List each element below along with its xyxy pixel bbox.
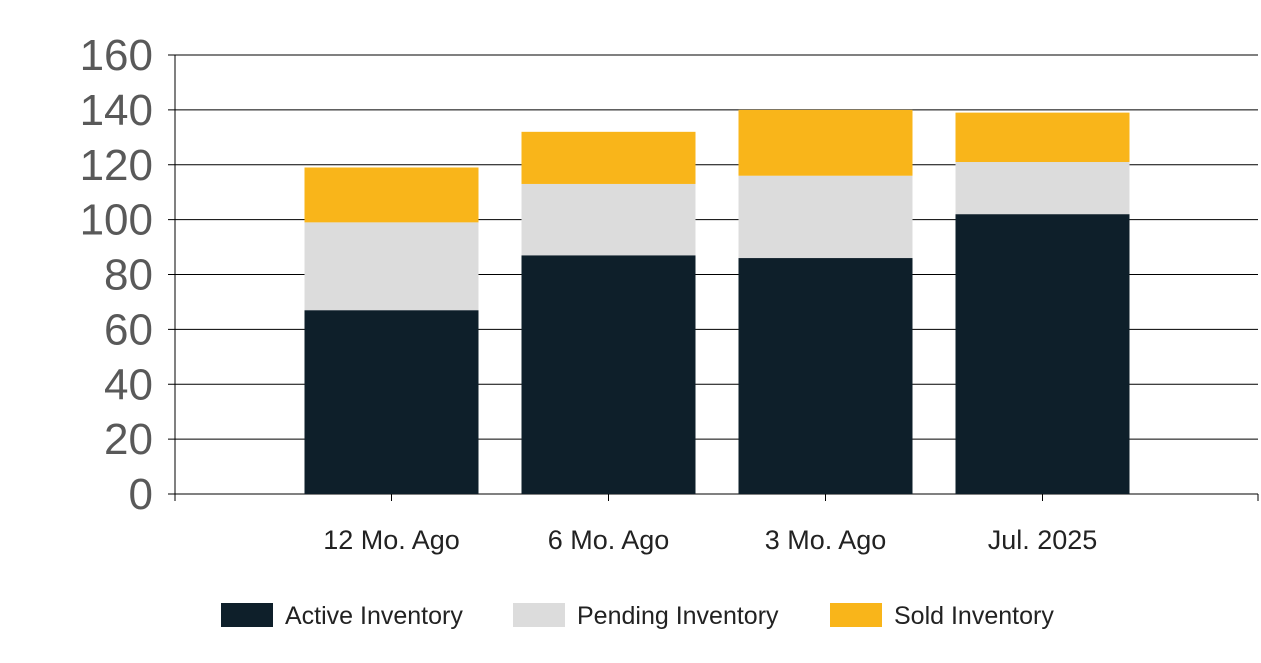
y-tick-label: 40 xyxy=(104,360,153,409)
tick-labels: 0 20 40 60 80 100 120 140 160 12 Mo. Ago 6 Mo. Ago… xyxy=(80,31,1098,555)
legend-swatch xyxy=(221,603,273,627)
bar-active-inventory xyxy=(304,310,479,494)
bar-pending-inventory xyxy=(955,162,1130,215)
bars xyxy=(304,109,1130,494)
x-tick-label: 12 Mo. Ago xyxy=(323,525,460,555)
bar-active-inventory xyxy=(955,214,1130,494)
bar-active-inventory xyxy=(738,258,913,494)
bar-sold-inventory xyxy=(955,112,1130,163)
legend-label: Pending Inventory xyxy=(577,602,779,630)
bar-pending-inventory xyxy=(738,175,913,259)
legend-label: Sold Inventory xyxy=(894,602,1054,630)
y-tick-label: 160 xyxy=(80,31,153,80)
bar-active-inventory xyxy=(521,255,696,494)
x-tick-label: 3 Mo. Ago xyxy=(765,525,887,555)
y-tick-label: 140 xyxy=(80,86,153,135)
legend-swatch xyxy=(513,603,565,627)
legend-label: Active Inventory xyxy=(285,602,463,630)
bar-sold-inventory xyxy=(304,167,479,223)
legend: Active Inventory Pending Inventory Sold In… xyxy=(221,602,1054,630)
y-tick-label: 60 xyxy=(104,305,153,354)
bar-sold-inventory xyxy=(738,109,913,176)
legend-swatch xyxy=(830,603,882,627)
y-tick-label: 20 xyxy=(104,415,153,464)
y-tick-label: 120 xyxy=(80,141,153,190)
y-tick-label: 100 xyxy=(80,196,153,245)
x-tick-label: Jul. 2025 xyxy=(988,525,1098,555)
bar-sold-inventory xyxy=(521,131,696,184)
axes xyxy=(174,55,1259,501)
bar-pending-inventory xyxy=(521,183,696,256)
x-tick-label: 6 Mo. Ago xyxy=(548,525,670,555)
y-tick-label: 0 xyxy=(129,470,153,519)
y-tick-label: 80 xyxy=(104,251,153,300)
bar-pending-inventory xyxy=(304,222,479,311)
